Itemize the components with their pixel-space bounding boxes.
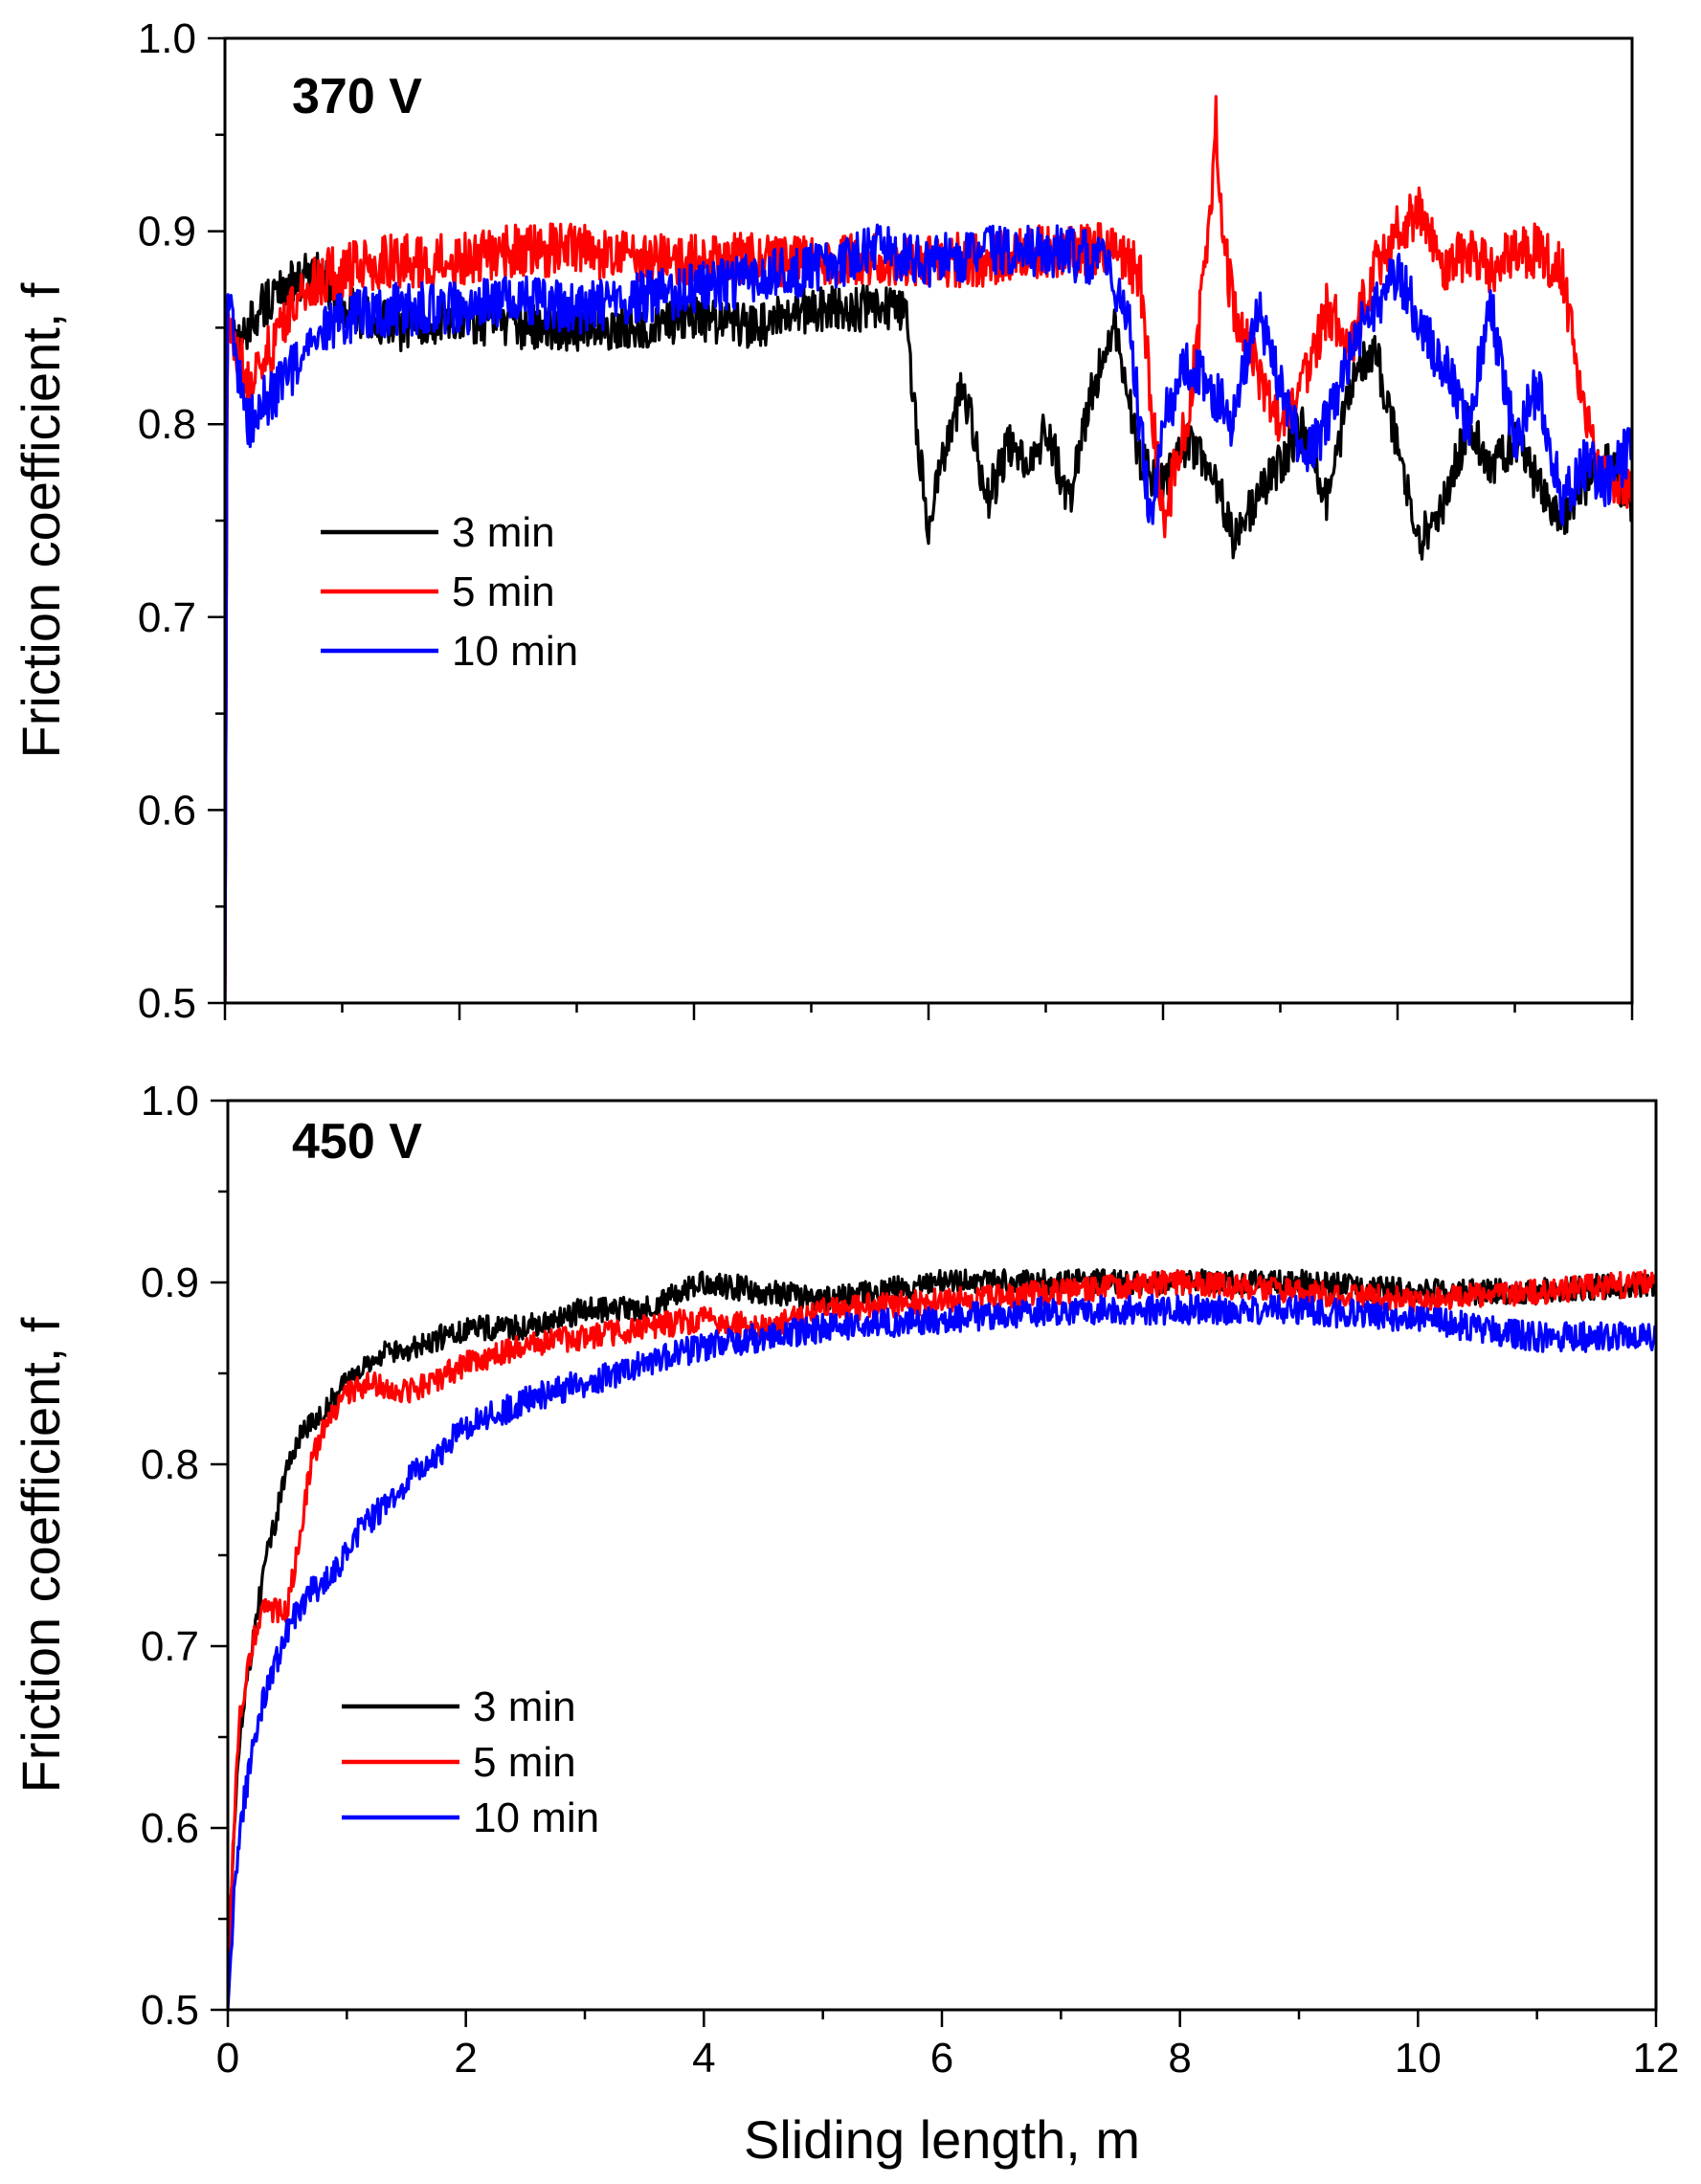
y-tick-label: 0.8 xyxy=(141,1441,199,1488)
y-tick-label: 0.5 xyxy=(141,1987,199,2034)
plot-frame xyxy=(226,1099,1658,2012)
y-axis-title: Friction coefficient, f xyxy=(11,1317,71,1793)
series-5-min xyxy=(225,95,1632,1003)
series-10-min xyxy=(228,1293,1656,2010)
x-tick-label: 2 xyxy=(454,2035,477,2082)
y-tick-label: 1.0 xyxy=(141,1078,199,1125)
series-lines xyxy=(228,1268,1656,2010)
x-tick-label: 0 xyxy=(216,2035,239,2082)
y-tick-label: 0.9 xyxy=(141,1259,199,1306)
y-tick-label: 0.5 xyxy=(138,980,196,1027)
panel-1: 0.5 0.6 0.7 0.8 0.9 1.0 Friction coefficient, … xyxy=(11,15,1634,1027)
legend-label: 10 min xyxy=(452,628,578,675)
legend-label: 5 min xyxy=(473,1739,576,1786)
x-tick-label: 4 xyxy=(692,2035,715,2082)
panel-title: 370 V xyxy=(292,69,422,124)
series-10-min xyxy=(225,223,1632,1003)
y-tick-label: 0.7 xyxy=(141,1623,199,1670)
x-tick-label: 8 xyxy=(1168,2035,1191,2082)
legend-label: 5 min xyxy=(452,568,555,615)
y-axis-title: Friction coefficient, f xyxy=(11,282,71,758)
x-axis-title: Sliding length, m xyxy=(744,2109,1140,2170)
legend-label: 3 min xyxy=(473,1683,576,1730)
panel-2: 0.5 0.6 0.7 0.8 0.9 1.0 0 2 4 6 8 10 12 Friction coef… xyxy=(11,1078,1679,2170)
x-tick-label: 12 xyxy=(1633,2035,1680,2082)
series-lines xyxy=(225,95,1632,1003)
x-tick-label: 6 xyxy=(930,2035,953,2082)
series-3-min xyxy=(225,252,1632,1003)
panel-title: 450 V xyxy=(292,1114,422,1170)
y-tick-label: 0.8 xyxy=(138,401,196,448)
y-tick-label: 1.0 xyxy=(138,15,196,62)
y-tick-label: 0.6 xyxy=(141,1805,199,1852)
legend-label: 10 min xyxy=(473,1794,599,1841)
y-tick-label: 0.7 xyxy=(138,594,196,641)
y-tick-label: 0.6 xyxy=(138,787,196,834)
x-tick-label: 10 xyxy=(1395,2035,1442,2082)
y-tick-label: 0.9 xyxy=(138,209,196,256)
legend-label: 3 min xyxy=(452,509,555,556)
series-5-min xyxy=(228,1269,1656,1974)
